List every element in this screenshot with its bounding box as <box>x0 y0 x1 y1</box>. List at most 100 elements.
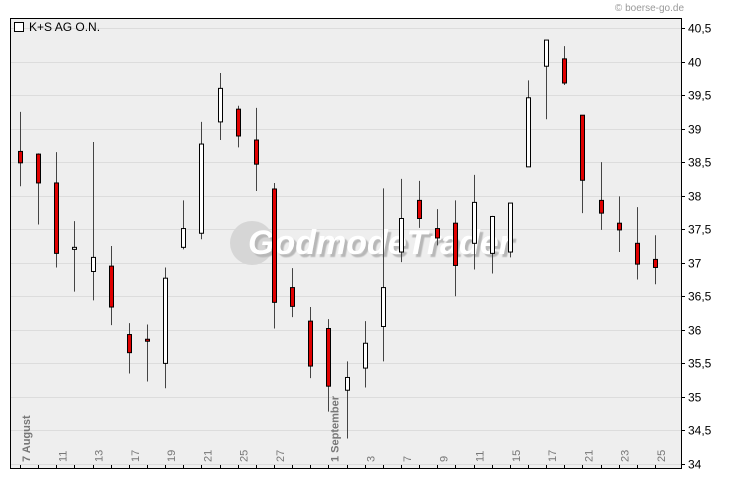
watermark-text: GodmodeTrader <box>248 224 514 262</box>
x-tick-label: 11 <box>475 451 487 462</box>
candle-body <box>54 182 59 254</box>
x-tick-label: 23 <box>620 450 632 462</box>
x-tick-label: 7 <box>402 456 414 462</box>
y-axis: 34 34,5 35 35,5 36 36,5 37 37,5 38 38,5 39 39,5 40 40… <box>681 22 712 472</box>
candle <box>127 323 132 374</box>
candle-body <box>399 217 404 253</box>
y-tick-label: 36,5 <box>688 290 712 304</box>
candle-body <box>254 139 259 165</box>
candle <box>562 46 567 86</box>
candle-body <box>163 277 168 364</box>
candle <box>145 324 150 382</box>
x-tick-label: 19 <box>166 450 178 462</box>
y-tick-label: 38,5 <box>688 156 712 170</box>
y-tick-label: 35 <box>688 391 702 405</box>
candle <box>653 235 658 285</box>
candle <box>526 80 531 168</box>
candle <box>381 188 386 362</box>
chart-title: K+S AG O.N. <box>29 20 100 34</box>
y-tick-label: 40,5 <box>688 22 712 36</box>
candle <box>580 114 585 214</box>
y-tick-label: 37,5 <box>688 223 712 237</box>
x-tick-label: 15 <box>511 450 523 462</box>
candle <box>18 111 23 187</box>
candle-body <box>290 287 295 307</box>
candle <box>490 215 495 274</box>
candle-body <box>36 153 41 184</box>
candle-body <box>18 150 23 164</box>
candle <box>345 361 350 439</box>
candle-body <box>326 328 331 387</box>
candle-body <box>181 228 186 248</box>
candle <box>399 178 404 263</box>
candle <box>181 200 186 250</box>
candle <box>472 174 477 270</box>
candle <box>54 152 59 268</box>
candle <box>635 207 640 280</box>
candle-body <box>635 242 640 265</box>
candle-body <box>345 376 350 391</box>
x-tick-label: 27 <box>275 450 287 462</box>
candle-body <box>544 39 549 67</box>
y-tick-label: 40 <box>688 56 702 70</box>
y-tick-label: 34,5 <box>688 424 712 438</box>
candle-body <box>472 201 477 244</box>
candle <box>435 209 440 246</box>
candle-body <box>127 334 132 354</box>
candle <box>199 121 204 240</box>
candle-body <box>272 188 277 303</box>
candle <box>599 162 604 230</box>
candle-body <box>490 215 495 254</box>
candles <box>18 39 658 439</box>
x-tick-label: 17 <box>130 450 142 462</box>
x-tick-label: 25 <box>239 450 251 462</box>
y-tick-label: 37 <box>688 257 702 271</box>
candle <box>453 200 458 297</box>
candle-body <box>308 320 313 367</box>
plot-area <box>10 18 682 469</box>
legend: K+S AG O.N. <box>14 20 100 34</box>
y-tick-label: 35,5 <box>688 357 712 371</box>
candle <box>254 107 259 191</box>
candle <box>308 307 313 379</box>
candle <box>417 180 422 228</box>
x-tick-label: 25 <box>656 450 668 462</box>
candle <box>36 153 41 225</box>
y-tick-label: 38 <box>688 190 702 204</box>
candle-body <box>653 258 658 268</box>
candle <box>109 246 114 326</box>
x-tick-label: 13 <box>94 450 106 462</box>
y-tick-label: 36 <box>688 324 702 338</box>
candle <box>544 39 549 120</box>
y-tick-label: 39 <box>688 123 702 137</box>
candle-body <box>381 287 386 327</box>
candle <box>91 142 96 301</box>
candle-body <box>218 87 223 123</box>
legend-swatch <box>14 22 24 32</box>
candle-body <box>145 338 150 342</box>
y-tick-label: 34 <box>688 458 702 472</box>
candle-body <box>599 199 604 214</box>
candle <box>326 319 331 412</box>
candle-body <box>91 256 96 272</box>
candle-body <box>417 199 422 219</box>
candle <box>163 267 168 389</box>
candle-body <box>453 222 458 266</box>
candle <box>72 221 77 292</box>
x-tick-label: 1 September <box>329 395 341 462</box>
y-tick-label: 39,5 <box>688 89 712 103</box>
candle-body <box>363 342 368 369</box>
candle-body <box>526 97 531 168</box>
candle <box>236 105 241 148</box>
candle-body <box>109 265 114 308</box>
candle-body <box>617 222 622 231</box>
candle-body <box>508 202 513 253</box>
x-tick-label: 11 <box>57 451 69 462</box>
x-tick-label: 3 <box>366 456 378 462</box>
candle <box>272 182 277 329</box>
x-axis: 7 August 11 13 17 19 21 25 27 1 September 3 7 9 11 15… <box>20 395 668 468</box>
candle <box>218 72 223 141</box>
candle-body <box>580 114 585 181</box>
candle-body <box>435 228 440 239</box>
